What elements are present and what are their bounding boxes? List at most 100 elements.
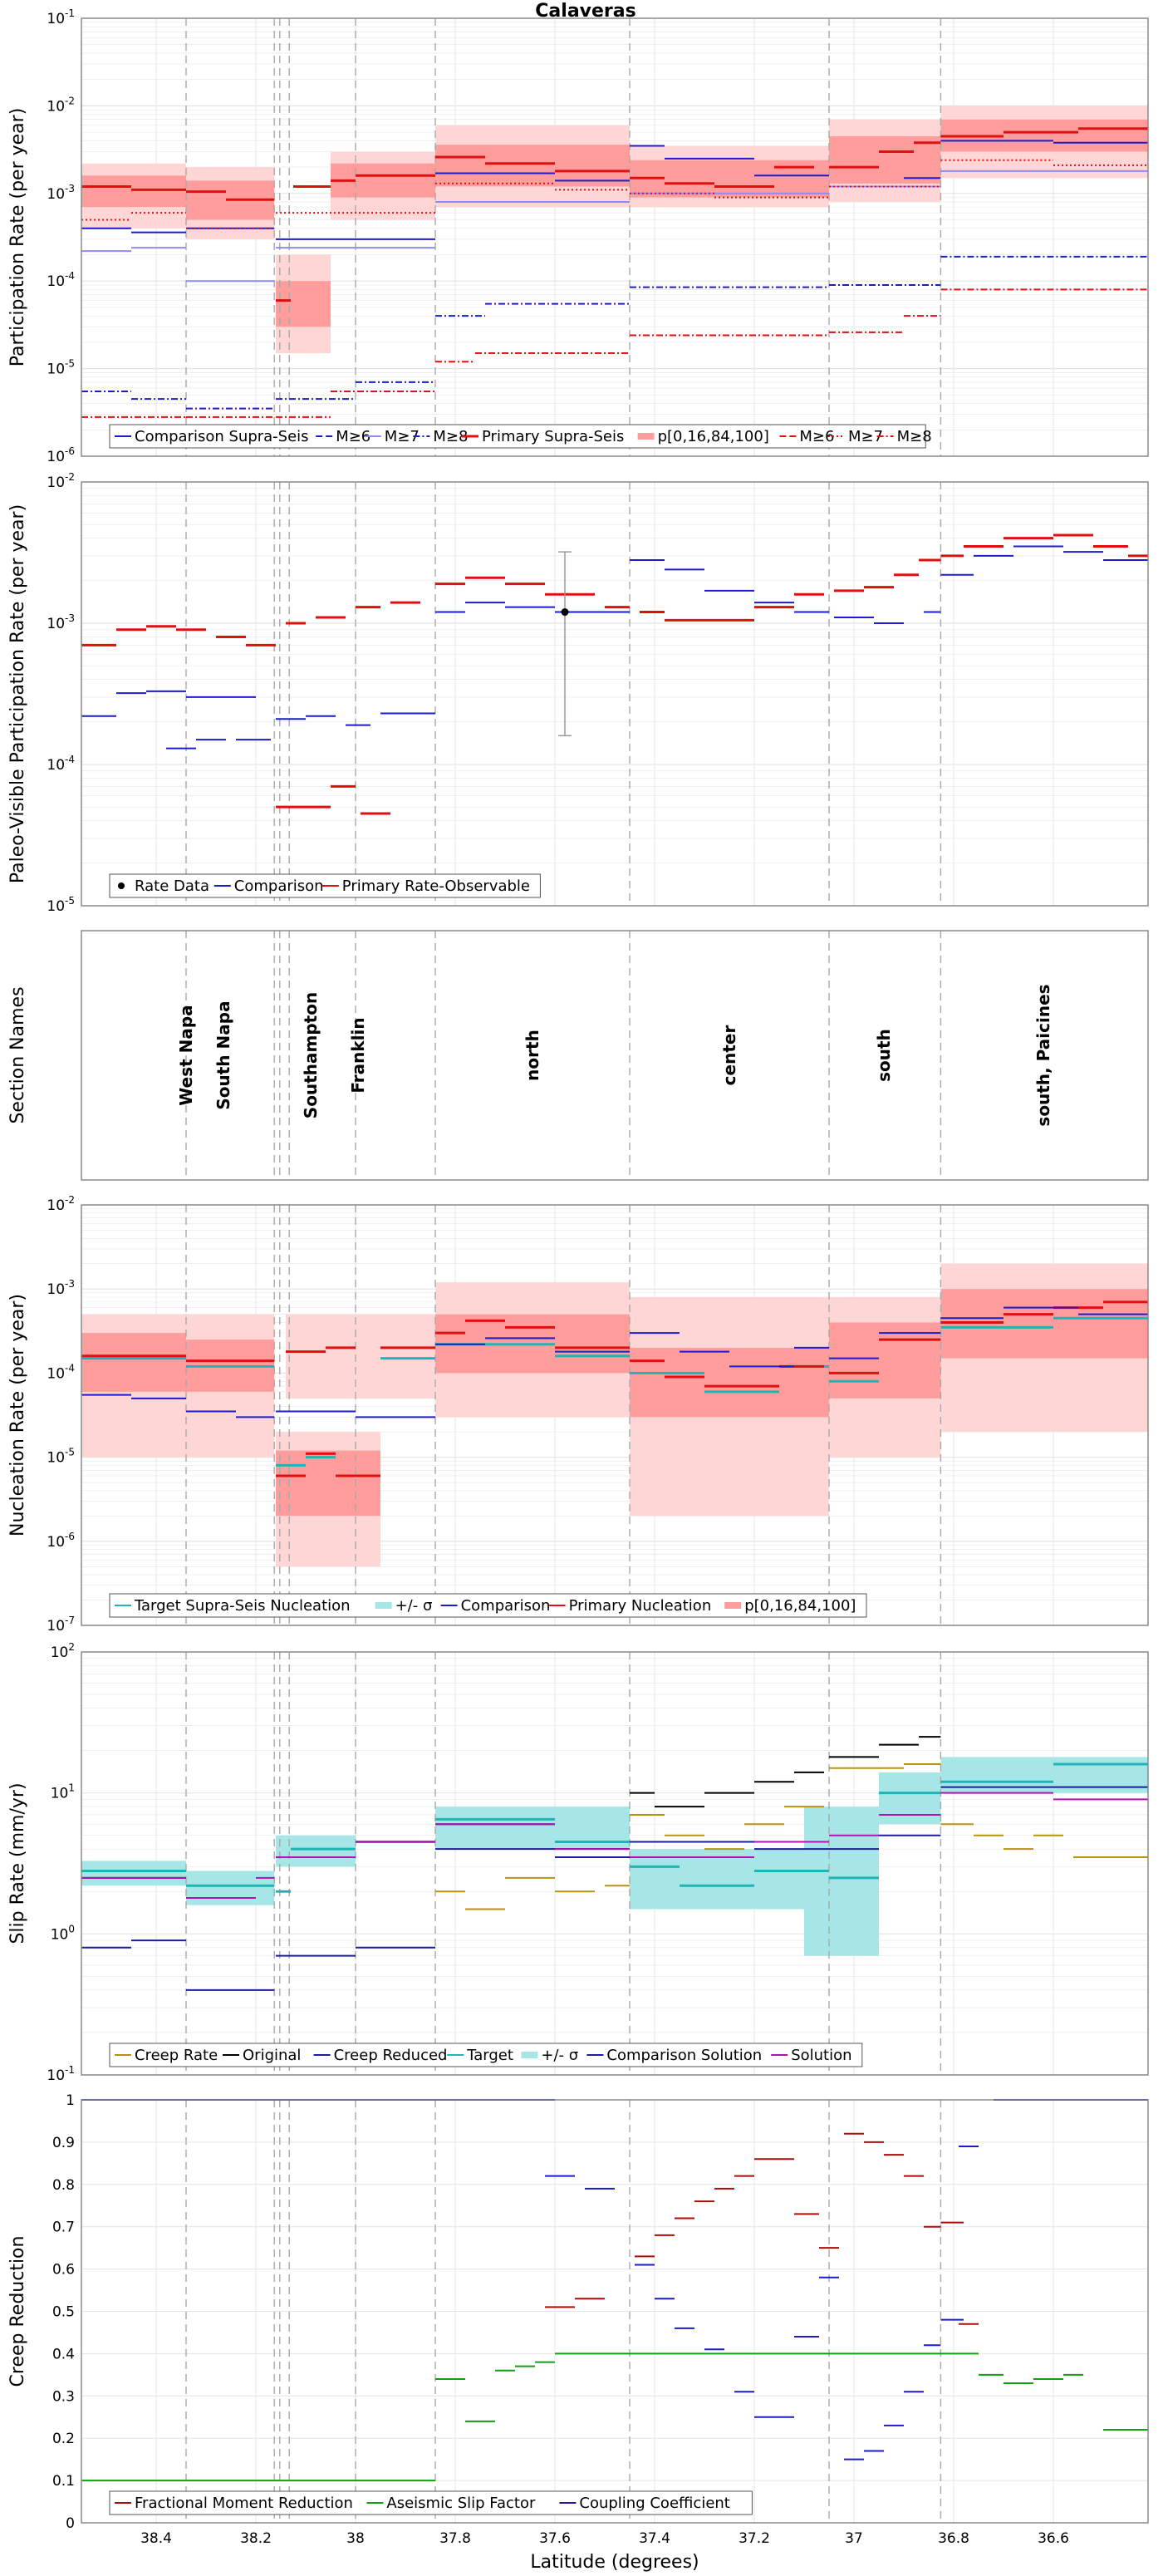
x-tick-label: 38.2: [240, 2530, 272, 2547]
band-rect: [804, 1807, 829, 1956]
y-axis-label: Participation Rate (per year): [7, 108, 28, 367]
series-comparison-supra-seis: [81, 140, 1148, 240]
y-tick-label: 10-3: [47, 1278, 75, 1298]
band-rect: [630, 1849, 704, 1910]
legend-item-label: p[0,16,84,100]: [658, 428, 769, 445]
legend-item-label: Rate Data: [135, 878, 209, 895]
band-rect: [829, 135, 941, 184]
y-tick-label: 0.9: [52, 2135, 75, 2151]
y-tick-label: 102: [51, 1641, 75, 1661]
x-tick-label: 38.4: [140, 2530, 172, 2547]
y-tick-label: 0.2: [52, 2431, 75, 2447]
panel-sliprate: 10-1 100 101 102 Slip Rate (mm/yr) Creep Rate…: [7, 1641, 1149, 2084]
y-tick-label: 10-1: [47, 2064, 75, 2084]
rate-data-point: [561, 608, 569, 617]
x-tick-label: 37.4: [639, 2530, 670, 2547]
axes-frame-nucleation: [81, 1204, 1149, 1626]
legend-item-label: Target Supra-Seis Nucleation: [134, 1597, 351, 1615]
plot-area: 10-6 10-5 10-4 10-3 10-2 10-1 Participation Ra…: [7, 7, 1149, 2547]
series-comparison-m-7: [81, 170, 1148, 283]
legend-item-label: Comparison: [461, 1597, 551, 1615]
axes-frame-sections: [81, 930, 1149, 1181]
x-axis-label: Latitude (degrees): [530, 2552, 699, 2573]
band-rect: [276, 1835, 356, 1867]
legend-item-label: Creep Reduced: [334, 2047, 448, 2064]
section-name-3: Franklin: [348, 1017, 368, 1093]
y-tick-label: 10-7: [47, 1615, 75, 1635]
section-name-1: South Napa: [213, 1000, 233, 1109]
band-rect: [630, 1347, 829, 1418]
legend-box: [109, 2490, 753, 2515]
band-rect: [829, 1322, 941, 1399]
series-primary-m-7: [81, 159, 1148, 229]
series-comparison: [81, 1306, 1148, 1418]
legend-sliprate: Creep Rate Original Creep Reduced Target +/-…: [109, 2043, 863, 2067]
y-tick-label: 10-4: [47, 1362, 75, 1382]
axes-frame-participation: [81, 17, 1149, 457]
section-boundaries-participation: [185, 18, 942, 456]
y-axis-label: Nucleation Rate (per year): [7, 1294, 28, 1536]
band-rect: [186, 1871, 275, 1905]
series-comparison-solution: [81, 1786, 1148, 1991]
y-tick-label: 0.7: [52, 2220, 75, 2236]
legend-item-label: Primary Nucleation: [569, 1597, 712, 1615]
section-boundaries-creep: [185, 2100, 942, 2523]
legend-creep: Fractional Moment Reduction Aseismic Slip…: [109, 2490, 753, 2515]
series-comparison-m-8: [81, 255, 1148, 410]
band-rect: [829, 1807, 879, 1956]
y-tick-label: 10-4: [47, 754, 75, 774]
legend-item-label: p[0,16,84,100]: [744, 1597, 856, 1615]
section-name-4: north: [523, 1030, 542, 1081]
band-rect: [81, 175, 186, 208]
y-axis-label: Creep Reduction: [7, 2236, 28, 2387]
grid-paleo: [81, 482, 1148, 907]
y-tick-label: 10-5: [47, 358, 75, 378]
legend-item-label: +/- σ: [395, 1597, 433, 1615]
panel-creep: 0 0.1 0.2 0.3 0.4 0.5 0.6 0.7 0.8 0.9 1 Creep Reduc…: [7, 2092, 1149, 2532]
series-solution: [81, 1792, 1148, 1900]
panel-sections: West Napa South Napa Southampton Franklin no…: [7, 930, 1149, 1181]
band-rect: [81, 1861, 186, 1886]
legend-item-label: Comparison Solution: [606, 2047, 762, 2064]
axes-frame-paleo: [81, 481, 1149, 907]
legend-item-label: Comparison Supra-Seis: [135, 428, 309, 445]
legend-item-label: Fractional Moment Reduction: [135, 2495, 353, 2512]
band-rect: [81, 1333, 186, 1392]
y-tick-label: 0.1: [52, 2473, 75, 2490]
y-tick-label: 1: [66, 2092, 75, 2109]
y-tick-label: 10-3: [47, 183, 75, 203]
legend-nucleation: Target Supra-Seis Nucleation +/- σ Compari…: [109, 1593, 867, 1618]
section-boundaries-nucleation: [185, 1205, 942, 1625]
legend-item-label: Original: [243, 2047, 301, 2064]
rate-data-errorbar: [558, 551, 572, 737]
x-tick-label: 36.8: [938, 2530, 969, 2547]
legend-item-label: M≥8: [897, 428, 932, 445]
y-tick-label: 0.3: [52, 2388, 75, 2405]
y-tick-label: 0.5: [52, 2304, 75, 2321]
y-tick-label: 100: [51, 1923, 75, 1943]
section-name-5: center: [719, 1025, 739, 1086]
x-tick-label: 37: [845, 2530, 863, 2547]
series-aseismic-slip-factor: [81, 2352, 1148, 2482]
y-tick-label: 10-2: [47, 1194, 75, 1214]
legend-item-label: Primary Supra-Seis: [482, 428, 624, 445]
x-tick-label: 38: [346, 2530, 365, 2547]
y-tick-label: 10-6: [47, 1531, 75, 1551]
legend-item-label: Comparison: [234, 878, 324, 895]
band-rect: [435, 145, 630, 187]
legend-item-label: Coupling Coefficient: [579, 2495, 729, 2512]
legend-participation: Comparison Supra-Seis M≥6 M≥7 M≥8 Primary Su…: [109, 424, 932, 449]
band-rect: [879, 1772, 941, 1825]
legend-item-label: M≥6: [336, 428, 370, 445]
series-creep-rate: [435, 1763, 1148, 1910]
section-name-2: Southampton: [301, 992, 321, 1118]
series-primary-supra-seis: [81, 127, 1148, 302]
y-tick-label: 0.8: [52, 2177, 75, 2194]
y-tick-label: 10-5: [47, 895, 75, 915]
x-tick-label: 36.6: [1038, 2530, 1069, 2547]
y-tick-label: 0: [66, 2515, 75, 2532]
band-rect: [276, 1450, 380, 1517]
section-boundaries-paleo: [185, 482, 942, 906]
section-name-6: south: [874, 1029, 894, 1082]
